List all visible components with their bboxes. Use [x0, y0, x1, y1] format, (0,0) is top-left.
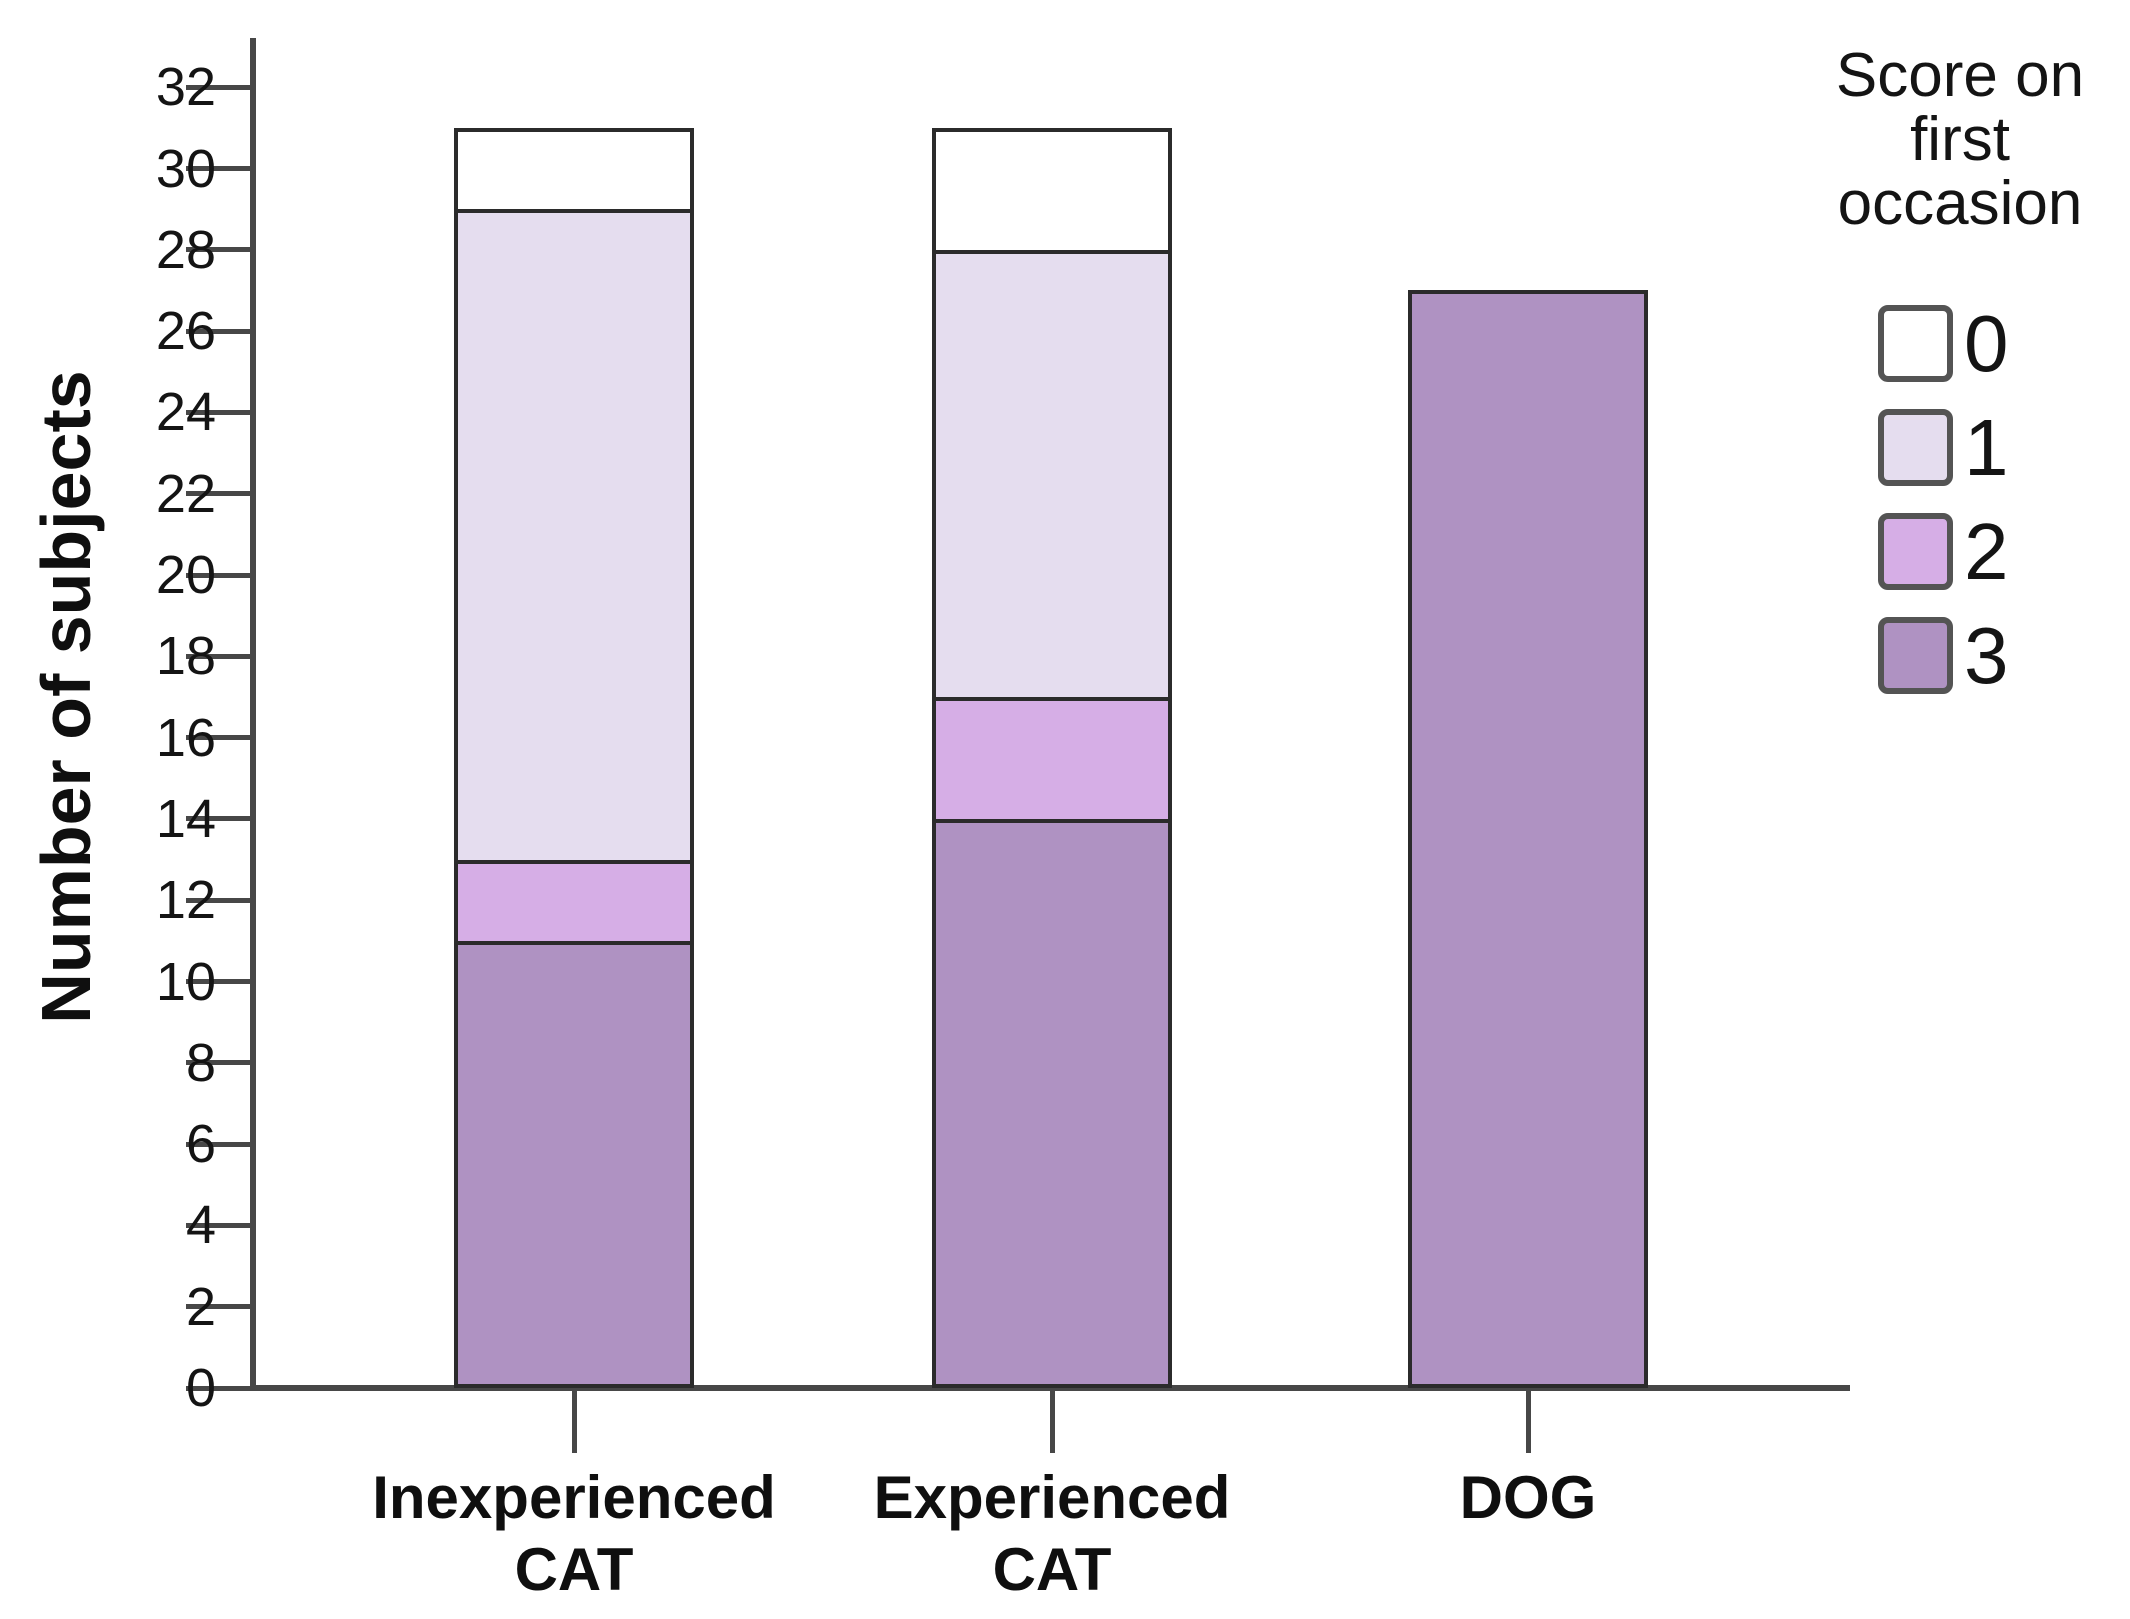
y-tick-label: 22 [155, 463, 216, 524]
y-tick-label: 18 [155, 626, 216, 687]
y-tick [186, 979, 253, 984]
y-tick-label: 2 [185, 1276, 216, 1337]
bar-1-score-3-segment [932, 818, 1172, 1388]
y-tick [186, 1222, 253, 1228]
y-tick-label: 8 [185, 1032, 216, 1093]
legend-label-3: 3 [1964, 611, 2009, 700]
bar-2-score-3-segment [1408, 290, 1648, 1388]
bar-0-score-1-segment [454, 209, 694, 864]
y-tick [186, 816, 253, 822]
bar-0-score-3-segment [454, 940, 694, 1388]
x-category-label-2: DOG [1459, 1464, 1597, 1531]
y-tick-label: 20 [155, 545, 216, 605]
y-tick-label: 26 [155, 301, 216, 362]
y-tick-label: 4 [185, 1195, 216, 1256]
y-tick-label: 0 [185, 1358, 216, 1418]
y-axis-line [250, 38, 256, 1391]
y-tick-label: 16 [155, 707, 216, 768]
y-tick [186, 84, 253, 90]
x-category-tick [572, 1391, 577, 1453]
y-tick-label: 6 [185, 1114, 216, 1175]
y-tick [186, 1304, 253, 1310]
bar-1-score-1-segment [932, 249, 1172, 701]
x-category-tick [1050, 1391, 1055, 1453]
bar-1-score-0-segment [932, 127, 1172, 254]
y-tick [186, 409, 253, 415]
y-tick-label: 32 [155, 57, 216, 118]
legend-swatch-2 [1878, 513, 1953, 590]
legend-label-2: 2 [1964, 507, 2009, 596]
bar-0-score-2-segment [454, 859, 694, 945]
y-tick [186, 328, 253, 334]
x-category-label-0: Inexperienced CAT [372, 1464, 776, 1603]
y-tick-label: 24 [155, 382, 216, 443]
y-tick [186, 735, 253, 741]
x-category-label-1: Experienced CAT [873, 1464, 1231, 1603]
y-tick-label: 30 [155, 138, 216, 199]
y-tick-label: 28 [155, 219, 216, 280]
x-axis-line [250, 1385, 1850, 1391]
y-tick [186, 1385, 253, 1391]
y-tick [186, 1060, 253, 1066]
y-tick [186, 1141, 253, 1147]
legend-swatch-1 [1878, 409, 1953, 486]
y-tick [186, 897, 253, 903]
bar-0-score-0-segment [454, 127, 694, 214]
y-tick [186, 653, 253, 659]
y-tick [186, 572, 253, 578]
y-tick-label: 14 [155, 788, 216, 849]
y-tick [186, 491, 253, 497]
legend-swatch-0 [1878, 305, 1953, 382]
bar-1-score-2-segment [932, 696, 1172, 823]
y-tick [186, 166, 253, 171]
y-tick [186, 247, 253, 253]
legend-label-1: 1 [1964, 403, 2009, 492]
legend-title: Score on first occasion [1835, 41, 2085, 238]
y-tick-label: 12 [155, 870, 216, 931]
x-category-tick [1526, 1391, 1531, 1453]
legend-swatch-3 [1878, 617, 1953, 694]
y-tick-label: 10 [155, 951, 216, 1012]
legend-label-0: 0 [1964, 299, 2009, 388]
